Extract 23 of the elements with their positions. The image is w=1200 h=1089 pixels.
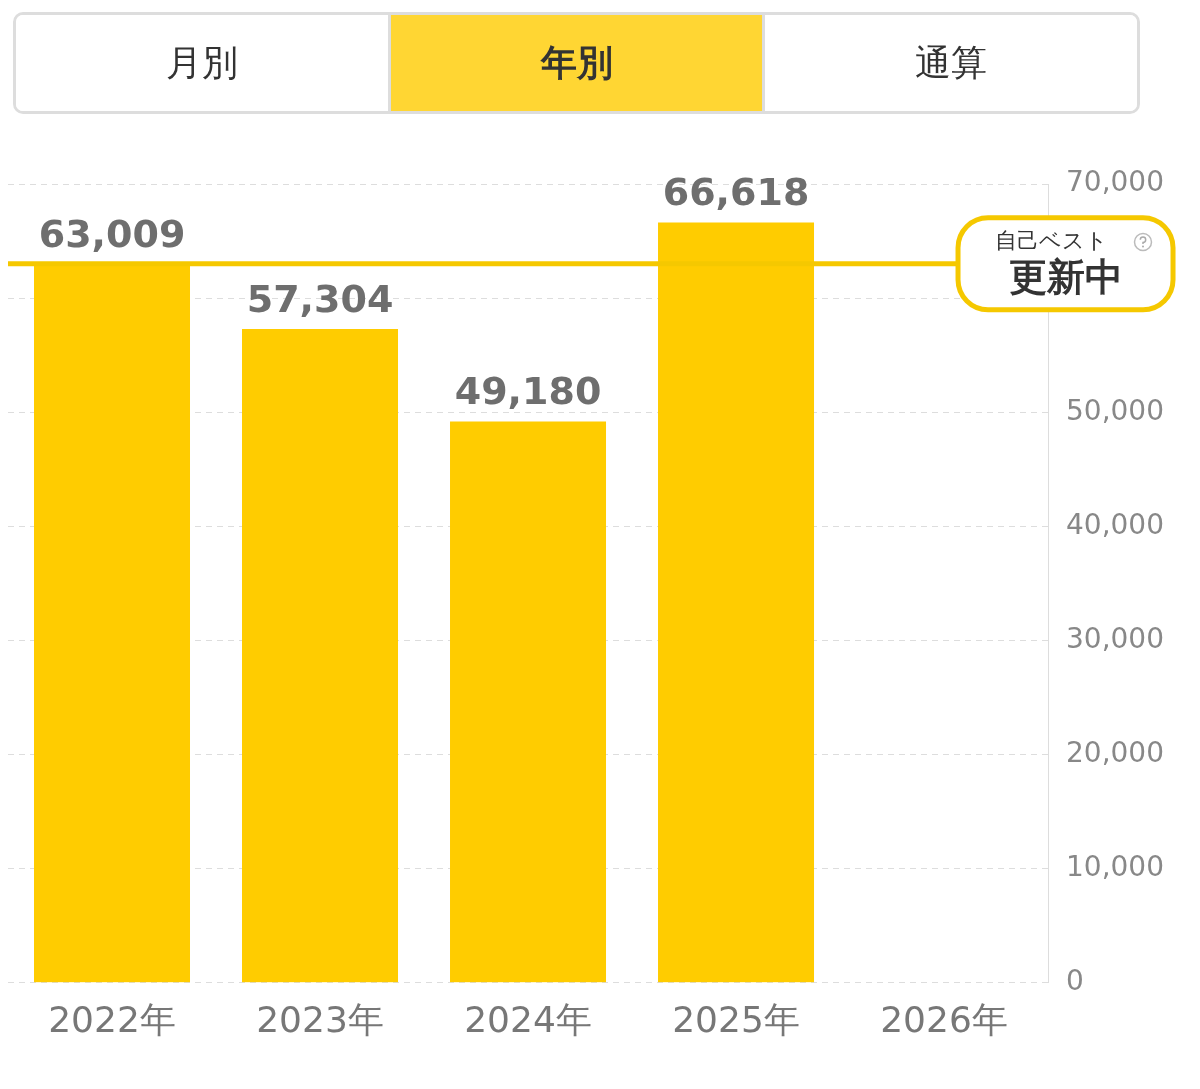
bar — [242, 328, 399, 983]
ref-line-label: 自己ベスト — [995, 228, 1109, 254]
x-tick-label: 2026年 — [880, 998, 1008, 1040]
text: 年別 — [387, 15, 763, 111]
data-label: 63,009 — [38, 211, 186, 256]
data-label: 57,304 — [246, 276, 394, 321]
y-tick-label: 50,000 — [1066, 393, 1165, 427]
y-tick-label: 30,000 — [1066, 621, 1165, 655]
y-tick-label: 10,000 — [1066, 849, 1165, 883]
y-tick-label: 40,000 — [1066, 507, 1165, 541]
y-tick-label: 20,000 — [1066, 735, 1165, 769]
annotation: 更新中 — [1008, 254, 1123, 299]
x-tick-label: 2025年 — [672, 998, 800, 1040]
y-tick-label: 0 — [1066, 964, 1084, 998]
data-label: 49,180 — [454, 369, 602, 414]
x-tick-label: 2023年 — [256, 998, 384, 1040]
text: 通算 — [762, 15, 1138, 111]
y-tick-label: 70,000 — [1066, 165, 1165, 199]
bar — [450, 421, 607, 983]
x-tick-label: 2022年 — [48, 998, 176, 1040]
text: 月別 — [16, 15, 388, 111]
data-label: 66,618 — [662, 170, 810, 215]
x-tick-label: 2024年 — [464, 998, 592, 1040]
